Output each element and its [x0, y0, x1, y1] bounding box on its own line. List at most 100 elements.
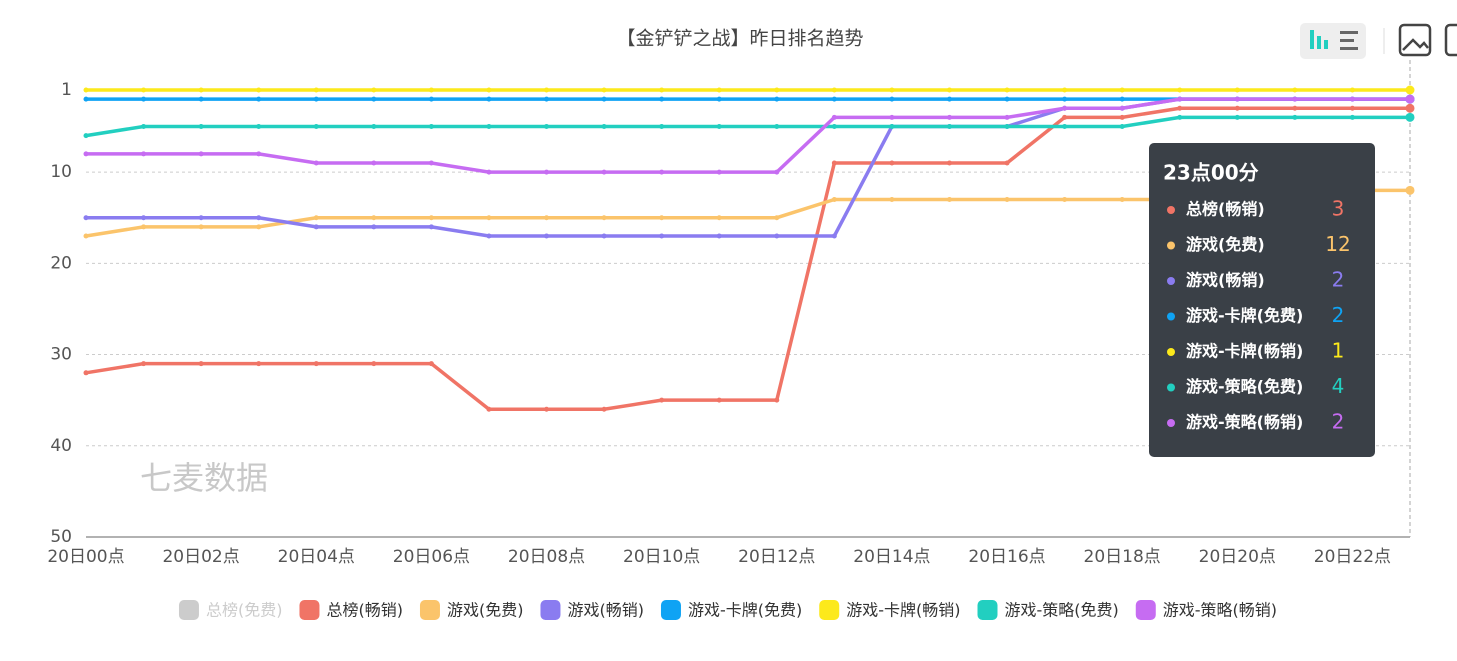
data-point [1234, 114, 1240, 120]
tooltip-value: 3 [1332, 197, 1345, 221]
tooltip-name: 游戏-策略(免费) [1186, 377, 1303, 396]
data-point [1349, 114, 1355, 120]
data-point [486, 215, 492, 221]
tooltip-value: 4 [1332, 374, 1345, 398]
data-point [486, 123, 492, 129]
data-point [198, 151, 204, 157]
legend-label: 游戏-策略(畅销) [1163, 601, 1277, 620]
legend-label: 游戏-卡牌(免费) [688, 601, 802, 620]
data-point [601, 406, 607, 412]
data-point [1062, 114, 1068, 120]
data-point [141, 123, 147, 129]
download-icon[interactable] [1444, 23, 1457, 57]
tooltip-name: 总榜(畅销) [1186, 200, 1265, 219]
data-point [659, 123, 665, 129]
data-point [659, 87, 665, 93]
data-point [1349, 87, 1355, 93]
data-point [716, 215, 722, 221]
data-point [1405, 185, 1415, 195]
data-point [544, 215, 550, 221]
legend-swatch [299, 600, 320, 620]
data-point [1119, 105, 1125, 111]
data-point [428, 123, 434, 129]
data-point [889, 196, 895, 202]
data-point [141, 224, 147, 230]
y-tick-label: 20 [50, 253, 72, 273]
data-point [946, 123, 952, 129]
data-point [601, 96, 607, 102]
legend-label: 游戏-卡牌(畅销) [846, 601, 960, 620]
data-point [889, 96, 895, 102]
data-point [946, 87, 952, 93]
data-point [256, 151, 262, 157]
data-point [428, 224, 434, 230]
data-point [256, 361, 262, 367]
data-point [946, 160, 952, 166]
data-point [1004, 160, 1010, 166]
tooltip-value: 2 [1332, 268, 1345, 292]
data-point [831, 96, 837, 102]
data-point [1292, 87, 1298, 93]
tooltip-name: 游戏(免费) [1186, 235, 1265, 254]
data-point [544, 233, 550, 239]
data-point [1177, 114, 1183, 120]
icon [1340, 39, 1354, 42]
toolbar[interactable] [1300, 23, 1457, 59]
tooltip-dot [1167, 348, 1175, 356]
data-point [1004, 87, 1010, 93]
series-line [86, 97, 1410, 174]
data-point [946, 114, 952, 120]
data-point [601, 87, 607, 93]
data-point [1119, 87, 1125, 93]
tooltip-dot [1167, 241, 1175, 250]
icon [1340, 47, 1358, 50]
icon [1310, 30, 1314, 49]
data-point [83, 215, 89, 221]
data-point [1234, 96, 1240, 102]
data-point [774, 123, 780, 129]
icon [1324, 40, 1328, 49]
data-point [831, 87, 837, 93]
tooltip-box [1149, 143, 1375, 457]
toolbar-switch[interactable] [1300, 23, 1366, 59]
data-point [486, 169, 492, 175]
data-point [1119, 196, 1125, 202]
data-point [716, 96, 722, 102]
data-point [428, 361, 434, 367]
data-point [313, 215, 319, 221]
y-tick-label: 10 [50, 162, 72, 182]
data-point [1405, 112, 1415, 122]
data-point [1062, 196, 1068, 202]
tooltip-dot [1167, 206, 1175, 214]
icon [1317, 36, 1321, 49]
data-point [716, 169, 722, 175]
data-point [313, 87, 319, 93]
x-tick-label: 20日22点 [1314, 547, 1391, 567]
data-point [313, 160, 319, 166]
data-point [946, 196, 952, 202]
x-tick-label: 20日02点 [162, 547, 239, 567]
data-point [1177, 87, 1183, 93]
data-point [889, 87, 895, 93]
x-tick-label: 20日06点 [393, 547, 470, 567]
data-point [889, 160, 895, 166]
data-point [141, 215, 147, 221]
data-point [831, 196, 837, 202]
data-point [659, 215, 665, 221]
data-point [428, 96, 434, 102]
data-point [141, 151, 147, 157]
image-icon[interactable] [1398, 23, 1432, 57]
data-point [141, 87, 147, 93]
data-point [313, 224, 319, 230]
data-point [601, 169, 607, 175]
legend-label: 游戏(免费) [447, 601, 524, 620]
tooltip-title: 23点00分 [1163, 161, 1259, 185]
data-point [1004, 114, 1010, 120]
icon [1340, 31, 1358, 34]
tooltip-name: 游戏-策略(畅销) [1186, 413, 1303, 432]
data-point [1405, 85, 1415, 95]
data-point [371, 224, 377, 230]
data-point [544, 87, 550, 93]
